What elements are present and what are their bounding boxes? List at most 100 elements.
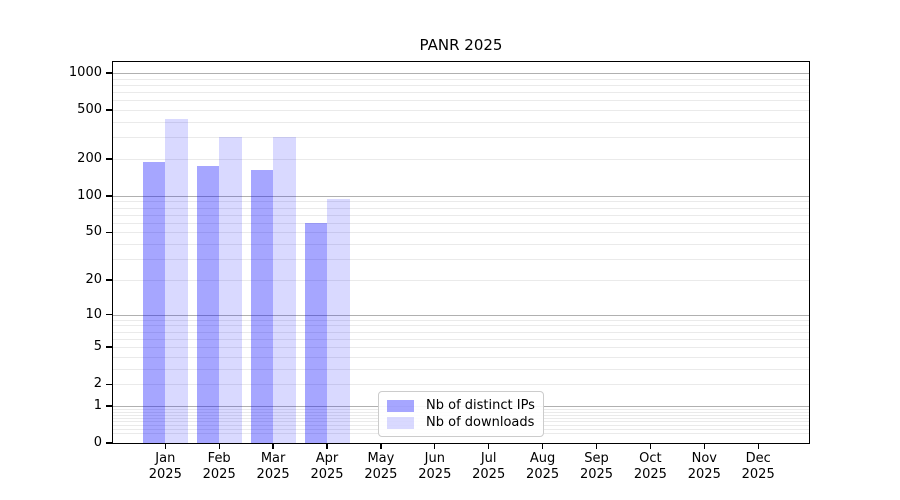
y-tick-mark xyxy=(106,279,112,281)
x-tick-mark xyxy=(488,444,490,449)
x-tick-label: Sep 2025 xyxy=(562,451,632,483)
minor-gridline xyxy=(113,201,809,203)
y-tick-label: 500 xyxy=(77,102,102,118)
x-tick-label: Jan 2025 xyxy=(130,451,200,483)
bar-distinct-ips xyxy=(142,162,166,443)
x-tick-mark xyxy=(595,444,598,449)
x-tick-label: Apr 2025 xyxy=(292,451,362,483)
y-tick-label: 1 xyxy=(93,397,102,413)
x-tick-month: Aug xyxy=(529,451,556,466)
legend-label-distinct-ips: Nb of distinct IPs xyxy=(426,398,535,413)
plot-area xyxy=(112,61,810,444)
bar-downloads xyxy=(165,119,188,443)
y-tick-label: 200 xyxy=(77,151,102,167)
x-tick-label: Jun 2025 xyxy=(400,451,470,483)
minor-gridline xyxy=(113,159,809,161)
minor-gridline xyxy=(113,232,809,234)
minor-gridline xyxy=(113,259,809,261)
minor-gridline xyxy=(113,331,809,333)
x-tick-month: Jul xyxy=(480,451,497,466)
legend-label-downloads: Nb of downloads xyxy=(426,415,535,430)
y-tick-label: 5 xyxy=(93,339,102,355)
major-gridline xyxy=(113,314,809,316)
y-tick-label: 50 xyxy=(85,224,102,240)
minor-gridline xyxy=(113,356,809,358)
minor-gridline xyxy=(113,244,809,246)
bar-downloads xyxy=(273,136,296,443)
minor-gridline xyxy=(113,78,809,80)
x-tick-label: Oct 2025 xyxy=(615,451,685,483)
minor-gridline xyxy=(113,368,809,370)
x-tick-mark xyxy=(380,444,382,449)
bar-distinct-ips xyxy=(304,222,327,443)
y-tick-label: 20 xyxy=(85,271,102,287)
x-tick-year: 2025 xyxy=(741,467,775,482)
x-tick-label: Dec 2025 xyxy=(723,451,793,483)
y-tick-mark xyxy=(106,405,112,407)
x-tick-year: 2025 xyxy=(148,467,182,482)
x-tick-year: 2025 xyxy=(202,467,236,482)
x-tick-mark xyxy=(218,444,220,449)
y-tick-label: 1000 xyxy=(68,65,102,81)
x-tick-label: Aug 2025 xyxy=(508,451,578,483)
legend-item-downloads: Nb of downloads xyxy=(387,414,535,431)
y-tick-label: 0 xyxy=(93,435,102,450)
x-tick-mark xyxy=(272,444,274,449)
bar-distinct-ips xyxy=(250,169,274,443)
x-tick-month: Oct xyxy=(639,451,662,466)
minor-gridline xyxy=(113,110,809,112)
x-tick-month: Feb xyxy=(207,451,231,466)
x-tick-month: Sep xyxy=(584,451,609,466)
minor-gridline xyxy=(113,100,809,102)
x-tick-month: May xyxy=(367,451,395,466)
minor-gridline xyxy=(113,279,809,281)
legend-item-distinct-ips: Nb of distinct IPs xyxy=(387,397,535,414)
x-tick-year: 2025 xyxy=(472,467,506,482)
minor-gridline xyxy=(113,338,809,340)
minor-gridline xyxy=(113,137,809,139)
minor-gridline xyxy=(113,222,809,224)
x-tick-year: 2025 xyxy=(256,467,290,482)
legend: Nb of distinct IPs Nb of downloads xyxy=(378,391,544,437)
x-tick-month: Jan xyxy=(155,451,176,466)
minor-gridline xyxy=(113,84,809,86)
y-tick-mark xyxy=(106,346,112,348)
y-tick-mark xyxy=(106,109,112,111)
y-tick-mark xyxy=(106,158,112,160)
minor-gridline xyxy=(113,122,809,124)
x-tick-year: 2025 xyxy=(364,467,398,482)
x-tick-month: Dec xyxy=(745,451,771,466)
x-tick-label: Nov 2025 xyxy=(669,451,739,483)
x-tick-month: Apr xyxy=(315,451,339,466)
y-tick-label: 10 xyxy=(85,306,102,322)
x-tick-mark xyxy=(164,444,166,449)
y-tick-mark xyxy=(106,72,112,74)
y-tick-mark xyxy=(106,313,112,316)
bar-distinct-ips xyxy=(196,166,220,443)
minor-gridline xyxy=(113,325,809,327)
x-tick-mark xyxy=(649,444,652,449)
x-tick-mark xyxy=(541,444,544,449)
x-tick-month: Jun xyxy=(424,451,445,466)
minor-gridline xyxy=(113,214,809,216)
y-tick-mark xyxy=(106,442,112,444)
y-tick-label: 100 xyxy=(77,187,102,203)
y-tick-mark xyxy=(106,195,112,197)
minor-gridline xyxy=(113,347,809,349)
minor-gridline xyxy=(113,92,809,94)
x-tick-month: Mar xyxy=(260,451,286,466)
bar-downloads xyxy=(219,136,242,443)
x-tick-year: 2025 xyxy=(687,467,721,482)
x-tick-year: 2025 xyxy=(526,467,560,482)
x-tick-mark xyxy=(703,444,705,449)
x-tick-label: Jul 2025 xyxy=(454,451,524,483)
x-tick-label: Mar 2025 xyxy=(238,451,308,483)
x-tick-year: 2025 xyxy=(633,467,667,482)
bar-downloads xyxy=(327,199,350,443)
minor-gridline xyxy=(113,319,809,321)
x-tick-mark xyxy=(434,444,436,449)
x-tick-mark xyxy=(326,444,328,449)
x-tick-year: 2025 xyxy=(579,467,614,482)
x-tick-label: May 2025 xyxy=(346,451,416,483)
x-tick-mark xyxy=(757,444,759,449)
